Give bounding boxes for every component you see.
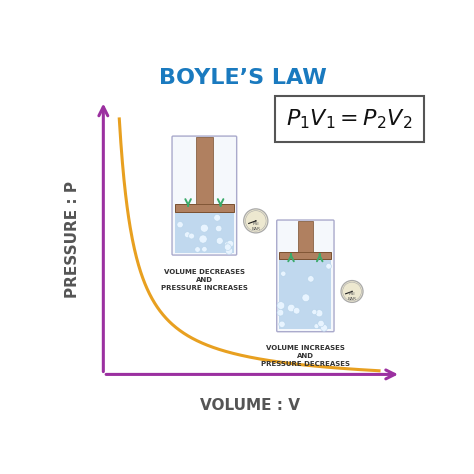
Text: BOYLE’S LAW: BOYLE’S LAW [159, 68, 327, 88]
Circle shape [201, 246, 207, 252]
Circle shape [308, 276, 314, 282]
Circle shape [341, 281, 363, 302]
Circle shape [195, 247, 201, 252]
Text: $P_1V_1=P_2V_2$: $P_1V_1=P_2V_2$ [286, 107, 413, 131]
Text: VOLUME : V: VOLUME : V [201, 398, 300, 413]
Circle shape [293, 308, 300, 314]
Bar [174, 204, 234, 212]
Circle shape [201, 224, 209, 232]
Circle shape [225, 244, 231, 250]
Circle shape [244, 209, 268, 233]
Circle shape [184, 232, 191, 237]
Bar [279, 259, 331, 329]
Circle shape [326, 264, 331, 269]
Circle shape [287, 304, 295, 312]
Circle shape [277, 301, 285, 310]
Circle shape [279, 321, 285, 328]
Text: PSI
BAR: PSI BAR [251, 222, 260, 231]
Circle shape [226, 247, 233, 255]
FancyBboxPatch shape [172, 136, 237, 255]
Circle shape [189, 233, 194, 239]
Bar [174, 211, 234, 253]
Circle shape [351, 291, 353, 292]
Bar [279, 252, 331, 259]
Circle shape [314, 324, 319, 328]
Circle shape [177, 221, 183, 228]
Circle shape [277, 310, 284, 316]
Text: VOLUME INCREASES
AND
PRESSURE DECREASES: VOLUME INCREASES AND PRESSURE DECREASES [261, 345, 350, 367]
Bar [196, 137, 213, 204]
Circle shape [312, 310, 317, 315]
Circle shape [318, 320, 324, 327]
Bar [298, 221, 313, 252]
Circle shape [255, 220, 256, 222]
Text: VOLUME DECREASES
AND
PRESSURE INCREASES: VOLUME DECREASES AND PRESSURE INCREASES [161, 269, 248, 291]
Circle shape [199, 235, 207, 243]
FancyBboxPatch shape [277, 220, 334, 332]
Text: PSI
BAR: PSI BAR [347, 292, 356, 301]
Circle shape [216, 225, 222, 232]
Circle shape [316, 310, 323, 317]
Circle shape [281, 271, 286, 276]
Circle shape [214, 214, 220, 221]
Circle shape [216, 237, 223, 244]
Circle shape [227, 240, 234, 247]
Circle shape [320, 325, 328, 331]
Text: PRESSURE : P: PRESSURE : P [64, 181, 80, 298]
Circle shape [302, 294, 310, 301]
Circle shape [225, 241, 231, 247]
